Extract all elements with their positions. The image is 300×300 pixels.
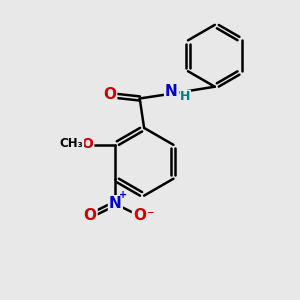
Text: H: H xyxy=(180,91,190,103)
Text: O: O xyxy=(82,137,93,151)
Text: +: + xyxy=(119,190,127,200)
Text: N: N xyxy=(109,196,122,211)
Text: O: O xyxy=(133,208,146,223)
Text: O: O xyxy=(84,208,97,223)
Text: O: O xyxy=(103,87,116,102)
Text: CH₃: CH₃ xyxy=(60,137,83,150)
Text: ⁻: ⁻ xyxy=(146,208,154,222)
Text: N: N xyxy=(165,84,178,99)
